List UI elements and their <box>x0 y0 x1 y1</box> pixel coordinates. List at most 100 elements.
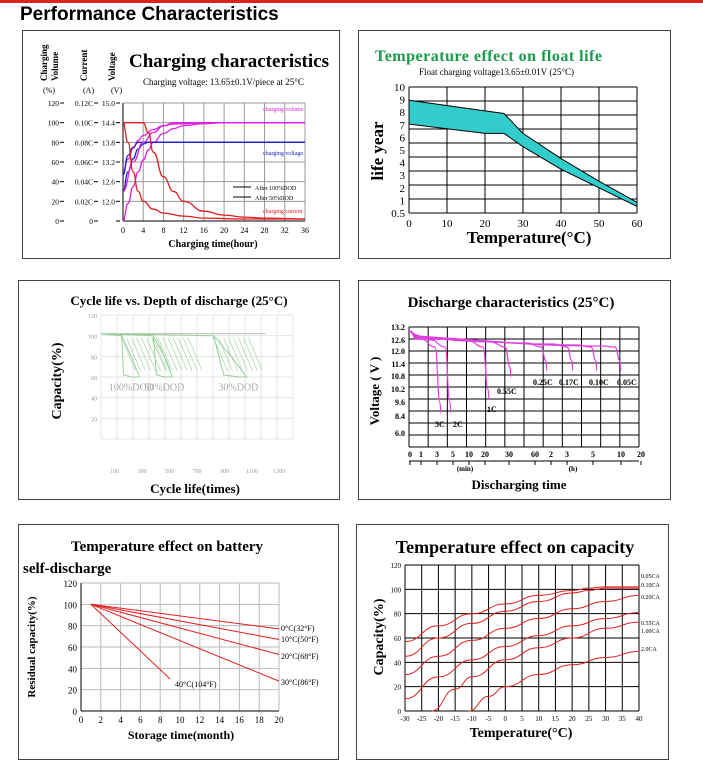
cycle-band-0 <box>100 333 141 378</box>
x-tick-label: 10 <box>465 450 473 459</box>
y-tick-label: 9.6 <box>395 398 405 407</box>
axis-unit: (V) <box>111 86 122 95</box>
axis-unit: (A) <box>83 86 94 95</box>
y-tick-label: 60 <box>52 158 60 167</box>
x-tick-label: -25 <box>417 715 427 723</box>
y-tick-label: 0.10C <box>75 119 93 128</box>
cycle-band-hatch <box>146 337 161 371</box>
series-label: 2.0CA <box>641 647 658 653</box>
y-tick-label: 80 <box>52 138 60 147</box>
series-line <box>122 122 305 220</box>
x-tick-label: 14 <box>215 715 225 725</box>
y-tick-label: 4 <box>400 158 406 170</box>
x-tick-label: 8 <box>158 715 163 725</box>
capacity-curve <box>468 650 640 712</box>
x-tick-label: 28 <box>261 226 269 235</box>
y-axis-label: Residual capacity(%) <box>26 596 38 697</box>
x-tick-label: 2 <box>549 450 553 459</box>
curve-end-label: 2C <box>453 420 463 429</box>
float-life-band <box>408 99 638 208</box>
y-tick-label: 40 <box>52 178 60 187</box>
y-tick-label: 12.0 <box>102 197 115 206</box>
x-axis-label: Discharging time <box>472 477 567 492</box>
page-title: Performance Characteristics <box>20 4 279 25</box>
x-tick-label: 15 <box>552 715 560 723</box>
cycle-band-hatch <box>177 337 193 371</box>
curve-end-label: 0.25C <box>533 378 553 387</box>
self-discharge-line <box>90 603 280 682</box>
series-line <box>122 141 305 176</box>
curve-end-label: 0.17C <box>559 378 579 387</box>
cycle-band-hatch <box>131 337 146 371</box>
chart-title: Temperature effect on capacity <box>396 537 634 557</box>
cycle-band-hatch <box>243 337 258 371</box>
x-tick-label: 24 <box>240 226 248 235</box>
axis-unit: (%) <box>43 86 55 95</box>
series-line <box>123 122 306 220</box>
y-tick-label: 15.0 <box>102 99 115 108</box>
y-tick-label: 12.6 <box>102 178 115 187</box>
cycle-band-hatch <box>167 337 183 371</box>
x-tick-label: 6 <box>138 715 143 725</box>
x-tick-label: 20 <box>480 218 492 230</box>
discharge-curve <box>408 330 512 378</box>
x-tick-label: 20 <box>220 226 228 235</box>
y-tick-label: 60 <box>68 643 78 653</box>
series-label: 20°C(68°F) <box>281 652 319 661</box>
y-tick-label: 80 <box>394 611 402 619</box>
curve-end-label: 0.10C <box>589 378 609 387</box>
series-line <box>122 141 305 193</box>
x-tick-label: 1 <box>419 450 423 459</box>
x-tick-label: 0 <box>79 715 84 725</box>
x-axis-label: Storage time(month) <box>128 728 234 742</box>
y-tick-label: 0.08C <box>75 138 93 147</box>
cycle-band-hatch <box>126 337 141 371</box>
cycle-band-hatch <box>233 337 248 371</box>
y-tick-label: 40 <box>91 397 97 403</box>
x-tick-label: 20 <box>481 450 489 459</box>
y-tick-label: 6.0 <box>395 429 405 438</box>
x-tick-label: 30 <box>602 715 610 723</box>
cycle-band-hatch <box>152 337 168 371</box>
chart-title: Temperature effect on float life <box>375 48 602 65</box>
y-tick-label: 13.8 <box>102 138 115 147</box>
x-tick-label: 1100 <box>246 469 258 475</box>
y-tick-label: 40 <box>394 659 402 667</box>
float-life-chart: Temperature effect on float life Float ch… <box>368 48 643 247</box>
annotation-charging-current: charging current <box>263 209 303 215</box>
series-line <box>122 122 305 193</box>
y-tick-label: 2 <box>400 183 406 195</box>
y-tick-label: 120 <box>88 314 97 320</box>
x-tick-label: 60 <box>531 450 539 459</box>
x-tick-label: 3 <box>565 450 569 459</box>
discharge-curve <box>408 330 622 372</box>
curve-end-label: 0.55C <box>497 387 517 396</box>
y-tick-label: 13.2 <box>391 323 405 332</box>
legend-label: After 50%DOD <box>255 195 294 202</box>
axis-header: Charging <box>39 44 49 81</box>
y-tick-label: 80 <box>91 355 97 361</box>
y-tick-label: 8 <box>400 107 406 119</box>
charging-chart: Charging characteristics Charging voltage… <box>39 44 329 250</box>
x-tick-label: 50 <box>594 218 606 230</box>
y-axis-label: life year <box>368 121 387 180</box>
x-tick-label: 20 <box>275 715 285 725</box>
x-unit-h: (h) <box>569 465 578 473</box>
chart-subtitle: Charging voltage: 13.65±0.1V/piece at 25… <box>143 77 304 87</box>
cycle-band-hatch <box>121 337 136 371</box>
y-tick-label: 60 <box>394 635 402 643</box>
y-tick-label: 9 <box>400 95 406 107</box>
cycle-band-hatch <box>218 337 233 371</box>
y-tick-label: 11.4 <box>391 360 405 369</box>
axis-header: Voltage <box>107 52 117 81</box>
self-discharge-chart-panel: Temperature effect on battery self-discha… <box>18 524 339 760</box>
cycle-band-hatch <box>141 337 156 371</box>
capacity-curve <box>431 621 640 712</box>
legend-label: After 100%DOD <box>255 185 297 192</box>
discharge-curve <box>408 330 442 414</box>
curve-label: 100%DOD <box>109 382 154 393</box>
y-tick-label: 0.5 <box>391 208 405 220</box>
y-tick-label: 100 <box>64 600 78 610</box>
series-label: 0.55CA <box>641 621 661 627</box>
y-tick-label: 120 <box>391 562 402 570</box>
